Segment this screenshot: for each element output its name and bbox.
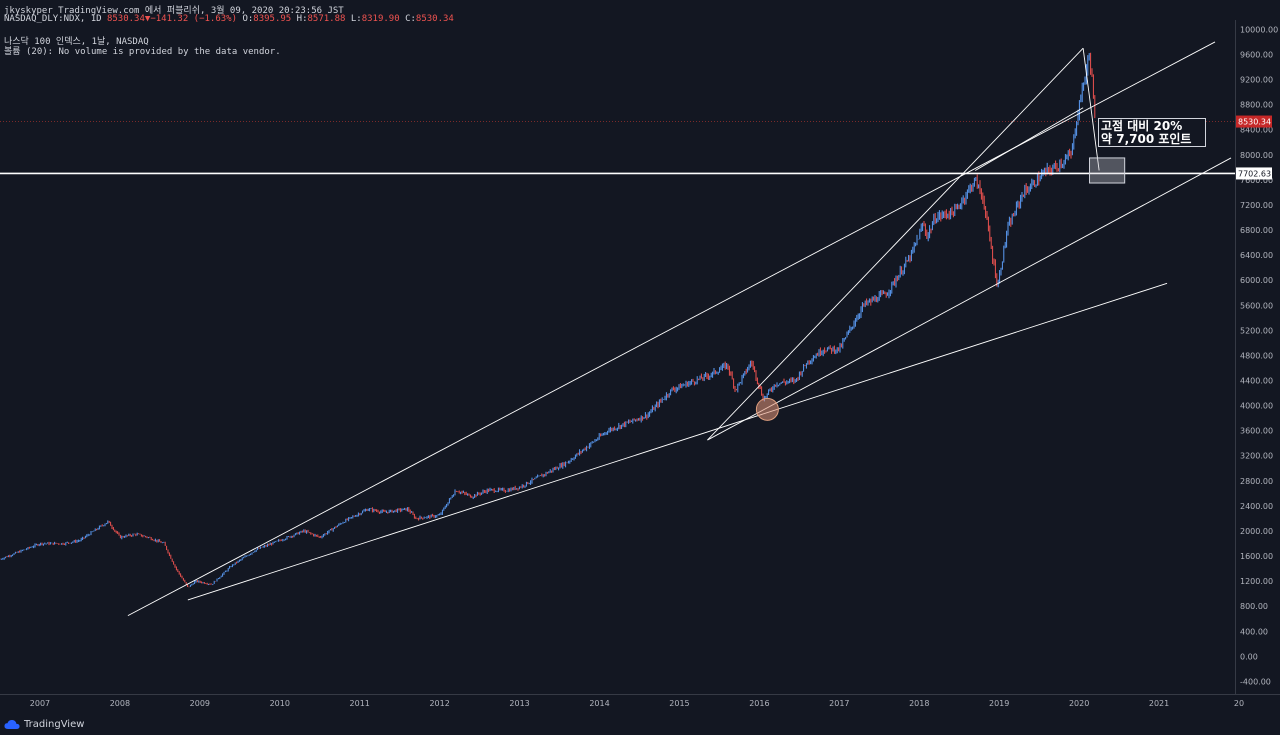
y-tick-label: 8000.00 <box>1240 151 1273 160</box>
trend-line <box>974 107 1084 171</box>
y-tick-label: 9200.00 <box>1240 76 1273 85</box>
y-tick-label: 7600.00 <box>1240 176 1273 185</box>
y-tick-label: 5200.00 <box>1240 326 1273 335</box>
x-tick-label: 2021 <box>1149 699 1169 708</box>
logo-text: TradingView <box>24 718 85 730</box>
y-tick-label: 4000.00 <box>1240 402 1273 411</box>
tradingview-cloud-icon <box>4 719 20 729</box>
x-tick-label: 2010 <box>270 699 290 708</box>
y-tick-label: 6000.00 <box>1240 276 1273 285</box>
y-tick-label: 2400.00 <box>1240 502 1273 511</box>
y-tick-label: -400.00 <box>1240 677 1271 686</box>
annotation-box[interactable]: 고점 대비 20% 약 7,700 포인트 <box>1098 118 1206 147</box>
target-zone-box <box>1089 157 1126 184</box>
volume-note: 볼륨 (20): No volume is provided by the da… <box>4 47 281 57</box>
y-tick-label: 6800.00 <box>1240 226 1273 235</box>
y-tick-label: 6400.00 <box>1240 251 1273 260</box>
x-tick-label: 20 <box>1234 699 1244 708</box>
y-tick-label: 9600.00 <box>1240 50 1273 59</box>
time-axis[interactable]: 2007 2008 2009 2010 2011 2012 2013 2014 2015 2016… <box>30 699 1244 708</box>
y-tick-label: 7200.00 <box>1240 201 1273 210</box>
y-tick-label: 4800.00 <box>1240 351 1273 360</box>
current-price-tag: 8530.34 <box>1238 118 1271 127</box>
y-tick-label: 0.00 <box>1240 652 1258 661</box>
x-tick-label: 2007 <box>30 699 50 708</box>
x-tick-label: 2017 <box>829 699 849 708</box>
open-value: 8395.95 <box>253 14 292 24</box>
high-value: 8571.88 <box>307 14 346 24</box>
x-tick-label: 2018 <box>909 699 929 708</box>
y-tick-label: 8800.00 <box>1240 101 1273 110</box>
price-axis[interactable]: 10000.00 9600.00 9200.00 8800.00 8400.00 8000… <box>1240 25 1278 686</box>
x-tick-label: 2015 <box>669 699 689 708</box>
current-price-tag-bg <box>1236 115 1272 128</box>
level-price-tag: 7702.63 <box>1238 169 1271 178</box>
annotation-line-1: 고점 대비 20% <box>1101 119 1183 133</box>
trend-line <box>187 282 1168 601</box>
y-tick-label: 400.00 <box>1240 627 1268 636</box>
drawings-layer <box>0 41 1235 617</box>
price-labels: 8530.34 7702.63 <box>1236 115 1272 180</box>
ohlc-legend: NASDAQ_DLY:NDX, 1D 8530.34▼−141.32 (−1.6… <box>4 14 454 24</box>
y-tick-label: 1600.00 <box>1240 552 1273 561</box>
symbol-label: NASDAQ_DLY:NDX, 1D <box>4 14 102 24</box>
touch-point-marker <box>755 397 779 421</box>
x-tick-label: 2020 <box>1069 699 1089 708</box>
y-tick-label: 4400.00 <box>1240 377 1273 386</box>
y-tick-label: 1200.00 <box>1240 577 1273 586</box>
y-tick-label: 5600.00 <box>1240 301 1273 310</box>
down-triangle-icon: ▼ <box>144 14 151 24</box>
x-tick-label: 2011 <box>350 699 370 708</box>
low-value: 8319.90 <box>361 14 400 24</box>
x-tick-label: 2019 <box>989 699 1009 708</box>
close-value: 8530.34 <box>415 14 454 24</box>
trend-line <box>1082 48 1100 171</box>
x-tick-label: 2016 <box>749 699 769 708</box>
trend-line <box>127 41 1216 617</box>
y-tick-label: 2800.00 <box>1240 477 1273 486</box>
y-tick-label: 10000.00 <box>1240 25 1278 34</box>
price-change: −141.32 (−1.63%) <box>150 14 238 24</box>
instrument-description: 나스닥 100 인덱스, 1날, NASDAQ <box>4 37 149 47</box>
trend-line <box>707 157 1232 441</box>
x-tick-label: 2013 <box>509 699 529 708</box>
last-price: 8530.34 <box>106 14 145 24</box>
level-price-tag-bg <box>1236 167 1272 180</box>
trend-line <box>707 47 1084 441</box>
annotation-line-2: 약 7,700 포인트 <box>1101 132 1192 146</box>
y-tick-label: 800.00 <box>1240 602 1268 611</box>
candles-layer <box>0 52 1096 588</box>
x-tick-label: 2012 <box>429 699 449 708</box>
y-tick-label: 3200.00 <box>1240 452 1273 461</box>
x-tick-label: 2014 <box>589 699 609 708</box>
tradingview-logo[interactable]: TradingView <box>4 716 84 732</box>
publish-info: jkyskyper TradingView.com 에서 퍼블리쉬, 3월 09… <box>4 6 344 16</box>
x-tick-label: 2009 <box>190 699 210 708</box>
x-tick-label: 2008 <box>110 699 130 708</box>
y-tick-label: 2000.00 <box>1240 527 1273 536</box>
y-tick-label: 3600.00 <box>1240 427 1273 436</box>
y-tick-label: 8400.00 <box>1240 126 1273 135</box>
